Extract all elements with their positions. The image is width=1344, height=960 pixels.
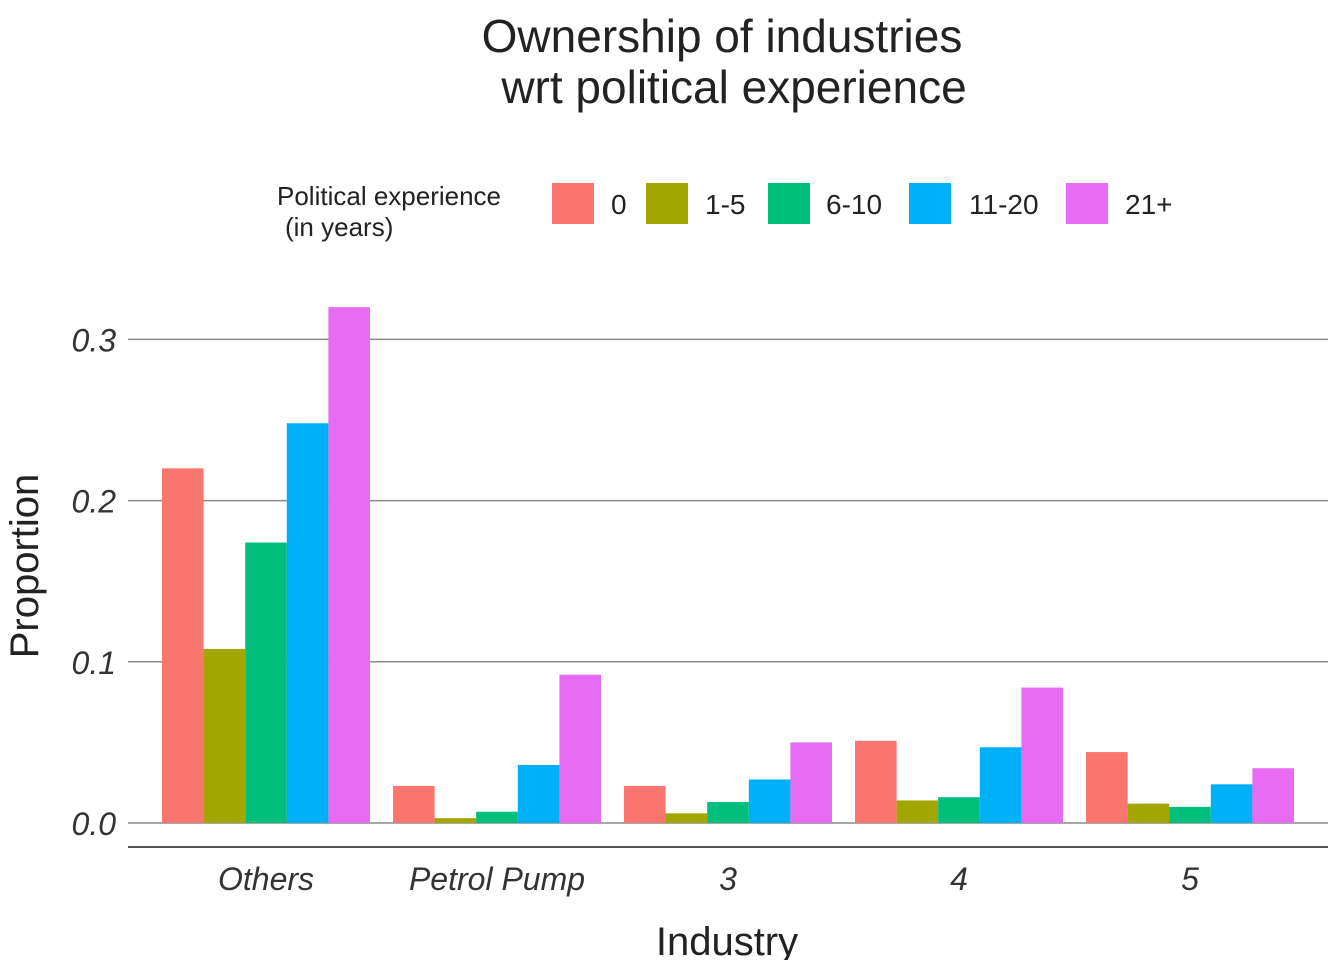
bar	[245, 542, 287, 823]
bar	[203, 648, 246, 823]
legend-key	[646, 183, 688, 224]
legend-label: 6-10	[826, 189, 882, 220]
legend-label: 21+	[1125, 189, 1173, 220]
chart-title-line-2: wrt political experience	[500, 61, 966, 113]
bar	[748, 779, 791, 823]
x-tick-label: Petrol Pump	[409, 861, 585, 897]
x-tick-label: 3	[719, 861, 737, 897]
legend-label: 0	[611, 189, 627, 220]
bar	[1169, 806, 1211, 823]
legend-label: 11-20	[969, 189, 1039, 220]
chart-title-line-1: Ownership of industries	[482, 10, 963, 62]
bar	[790, 742, 832, 823]
y-tick-label: 0.3	[72, 322, 117, 358]
bar	[517, 764, 560, 823]
legend-title-line-1: Political experience	[277, 181, 501, 211]
bar	[1086, 752, 1128, 823]
x-tick-label: Others	[218, 861, 314, 897]
bar	[328, 307, 370, 823]
legend-label: 1-5	[705, 189, 745, 220]
bar	[855, 740, 897, 823]
legend-key	[1066, 183, 1108, 224]
legend-key	[909, 183, 951, 224]
y-axis-ticks: 0.0 0.1 0.2 0.3	[72, 322, 117, 842]
y-tick-label: 0.0	[72, 806, 117, 842]
bar	[434, 818, 477, 823]
bar	[624, 785, 666, 823]
bar	[1127, 803, 1170, 823]
bar	[1210, 784, 1253, 823]
bars	[162, 307, 1294, 823]
bar	[707, 802, 749, 823]
bar	[1252, 768, 1294, 823]
bar	[393, 785, 435, 823]
legend-title-line-2: (in years)	[285, 212, 393, 242]
bar	[665, 813, 708, 823]
bar	[476, 811, 518, 823]
x-axis-ticks: Others Petrol Pump 3 4 5	[218, 861, 1199, 897]
legend-key	[768, 183, 810, 224]
legend: 0 1-5 6-10 11-20 21+	[552, 183, 1173, 224]
bar	[1021, 687, 1063, 823]
x-tick-label: 5	[1181, 861, 1199, 897]
y-tick-label: 0.2	[72, 484, 117, 520]
bar	[559, 674, 601, 823]
legend-key	[552, 183, 594, 224]
bar	[896, 800, 939, 823]
bar	[286, 423, 329, 823]
bar	[938, 797, 980, 823]
x-tick-label: 4	[950, 861, 968, 897]
x-axis-title: Industry	[656, 920, 798, 960]
y-tick-label: 0.1	[72, 645, 116, 681]
bar	[979, 747, 1022, 823]
bar	[162, 468, 204, 823]
y-axis-title: Proportion	[3, 474, 47, 659]
